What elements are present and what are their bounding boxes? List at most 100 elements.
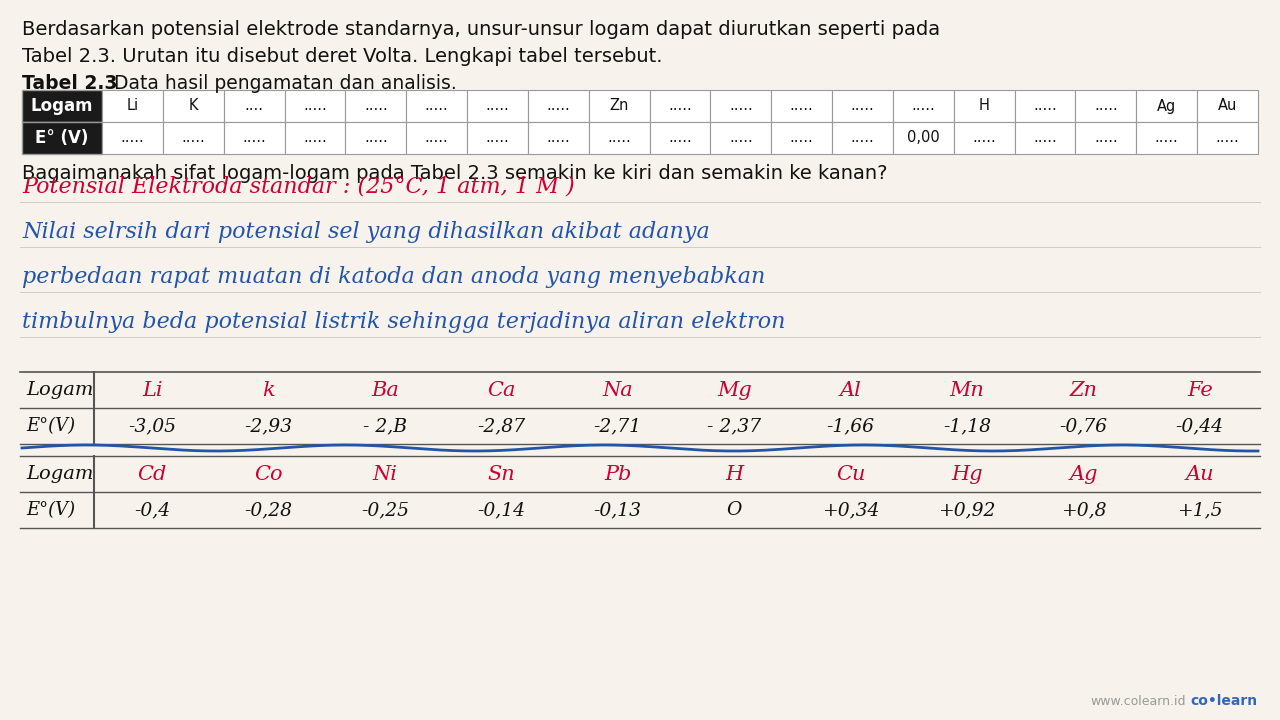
Text: -0,76: -0,76 xyxy=(1060,417,1107,435)
Text: .....: ..... xyxy=(790,130,814,145)
Text: .....: ..... xyxy=(303,130,326,145)
Bar xyxy=(832,90,893,122)
Bar xyxy=(1015,122,1075,154)
Text: Mg: Mg xyxy=(717,380,751,400)
Text: k: k xyxy=(262,380,275,400)
Text: Au: Au xyxy=(1217,99,1238,114)
Text: O: O xyxy=(727,501,742,519)
Text: co•learn: co•learn xyxy=(1190,694,1257,708)
Bar xyxy=(284,90,346,122)
Bar xyxy=(102,122,163,154)
Bar xyxy=(163,122,224,154)
Bar xyxy=(224,90,284,122)
Text: .....: ..... xyxy=(911,99,936,114)
Text: .....: ..... xyxy=(730,130,753,145)
Text: Cu: Cu xyxy=(836,464,865,484)
Bar xyxy=(22,122,102,154)
Text: .....: ..... xyxy=(120,130,145,145)
Text: Ca: Ca xyxy=(488,380,516,400)
Text: - 2,37: - 2,37 xyxy=(708,417,762,435)
Bar xyxy=(954,122,1015,154)
Text: Hg: Hg xyxy=(951,464,983,484)
Text: Bagaimanakah sifat logam-logam pada Tabel 2.3 semakin ke kiri dan semakin ke kan: Bagaimanakah sifat logam-logam pada Tabe… xyxy=(22,164,887,183)
Bar xyxy=(710,90,772,122)
Text: timbulnya beda potensial listrik sehingga terjadinya aliran elektron: timbulnya beda potensial listrik sehingg… xyxy=(22,311,786,333)
Text: .....: ..... xyxy=(425,130,448,145)
Text: Logam: Logam xyxy=(31,97,93,115)
Bar xyxy=(346,90,406,122)
Text: .....: ..... xyxy=(1033,99,1057,114)
Text: .....: ..... xyxy=(1094,130,1117,145)
Text: - 2,B: - 2,B xyxy=(364,417,407,435)
Text: .....: ..... xyxy=(668,130,692,145)
Text: Li: Li xyxy=(127,99,138,114)
Text: -2,93: -2,93 xyxy=(244,417,293,435)
Text: .....: ..... xyxy=(182,130,205,145)
Bar xyxy=(224,122,284,154)
Text: -0,44: -0,44 xyxy=(1176,417,1224,435)
Text: .....: ..... xyxy=(1155,130,1179,145)
Bar xyxy=(1197,90,1258,122)
Text: .....: ..... xyxy=(485,130,509,145)
Text: perbedaan rapat muatan di katoda dan anoda yang menyebabkan: perbedaan rapat muatan di katoda dan ano… xyxy=(22,266,765,288)
Text: Potensial Elektroda standar : (25°C, 1 atm, 1 M ): Potensial Elektroda standar : (25°C, 1 a… xyxy=(22,176,575,198)
Bar xyxy=(649,90,710,122)
Text: Li: Li xyxy=(142,380,163,400)
Bar xyxy=(284,122,346,154)
Text: ....: .... xyxy=(244,99,264,114)
Text: .....: ..... xyxy=(790,99,814,114)
Text: Co: Co xyxy=(255,464,283,484)
Bar xyxy=(527,90,589,122)
Text: .....: ..... xyxy=(1216,130,1239,145)
Text: -2,87: -2,87 xyxy=(477,417,525,435)
Text: Logam: Logam xyxy=(26,381,93,399)
Bar xyxy=(1075,122,1137,154)
Text: -1,66: -1,66 xyxy=(827,417,874,435)
Text: .....: ..... xyxy=(851,99,874,114)
Bar xyxy=(467,122,527,154)
Text: E°(V): E°(V) xyxy=(26,417,76,435)
Bar xyxy=(893,122,954,154)
Text: -2,71: -2,71 xyxy=(594,417,641,435)
Bar xyxy=(406,122,467,154)
Text: .....: ..... xyxy=(364,99,388,114)
Text: Ba: Ba xyxy=(371,380,399,400)
Text: Tabel 2.3. Urutan itu disebut deret Volta. Lengkapi tabel tersebut.: Tabel 2.3. Urutan itu disebut deret Volt… xyxy=(22,47,663,66)
Text: Na: Na xyxy=(603,380,634,400)
Bar xyxy=(832,122,893,154)
Bar xyxy=(649,122,710,154)
Text: .....: ..... xyxy=(1094,99,1117,114)
Text: .....: ..... xyxy=(303,99,326,114)
Bar xyxy=(772,90,832,122)
Text: -0,14: -0,14 xyxy=(477,501,525,519)
Text: -3,05: -3,05 xyxy=(128,417,177,435)
Text: Pb: Pb xyxy=(604,464,631,484)
Text: Fe: Fe xyxy=(1187,380,1212,400)
Text: .....: ..... xyxy=(1033,130,1057,145)
Text: -0,25: -0,25 xyxy=(361,501,410,519)
Text: Logam: Logam xyxy=(26,465,93,483)
Text: 0,00: 0,00 xyxy=(908,130,940,145)
Text: .....: ..... xyxy=(851,130,874,145)
Bar xyxy=(467,90,527,122)
Text: H: H xyxy=(979,99,989,114)
Text: .....: ..... xyxy=(485,99,509,114)
Text: .....: ..... xyxy=(668,99,692,114)
Text: +0,34: +0,34 xyxy=(822,501,879,519)
Text: .....: ..... xyxy=(425,99,448,114)
Text: .....: ..... xyxy=(364,130,388,145)
Bar xyxy=(710,122,772,154)
Bar xyxy=(346,122,406,154)
Text: Sn: Sn xyxy=(488,464,516,484)
Bar xyxy=(163,90,224,122)
Text: .....: ..... xyxy=(547,130,570,145)
Bar xyxy=(893,90,954,122)
Text: Nilai selrsih dari potensial sel yang dihasilkan akibat adanya: Nilai selrsih dari potensial sel yang di… xyxy=(22,221,709,243)
Text: -0,13: -0,13 xyxy=(594,501,641,519)
Bar xyxy=(1137,90,1197,122)
Text: E°(V): E°(V) xyxy=(26,501,76,519)
Text: -1,18: -1,18 xyxy=(943,417,991,435)
Text: Ag: Ag xyxy=(1157,99,1176,114)
Text: www.colearn.id: www.colearn.id xyxy=(1091,695,1185,708)
Bar xyxy=(22,90,102,122)
